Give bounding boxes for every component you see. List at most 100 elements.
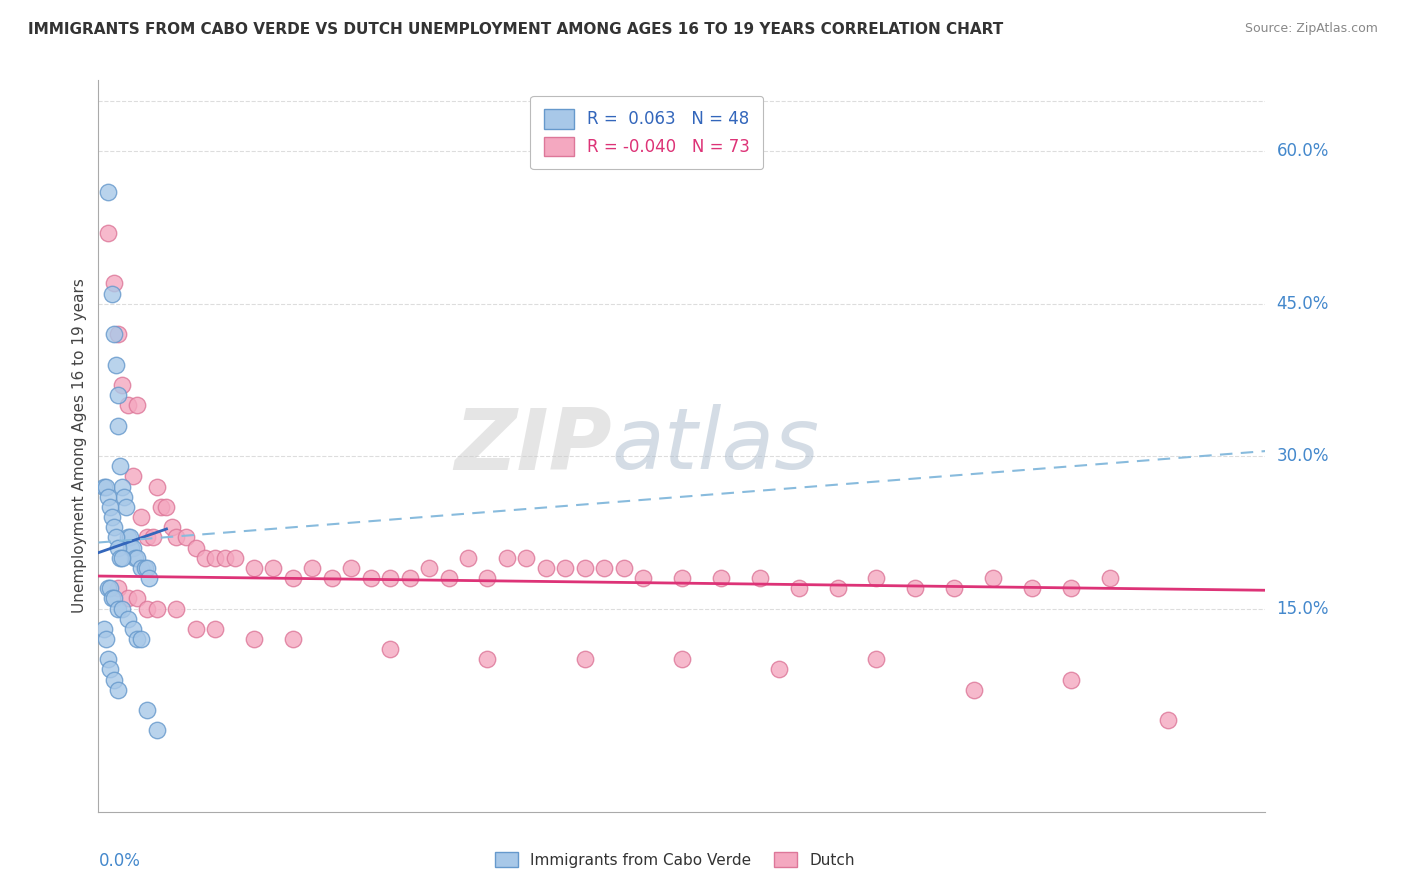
Point <box>204 622 226 636</box>
Point <box>827 581 849 595</box>
Point <box>301 561 323 575</box>
Point <box>554 561 576 575</box>
Point <box>162 520 184 534</box>
Point <box>631 571 654 585</box>
Point <box>865 652 887 666</box>
Point <box>121 541 143 555</box>
Point <box>321 571 343 585</box>
Point <box>112 490 135 504</box>
Point <box>104 358 127 372</box>
Point <box>194 550 217 565</box>
Point <box>111 480 134 494</box>
Point <box>477 571 499 585</box>
Point <box>340 561 363 575</box>
Point <box>136 530 159 544</box>
Point <box>243 632 266 646</box>
Point <box>962 682 984 697</box>
Point <box>378 571 402 585</box>
Point <box>748 571 770 585</box>
Point <box>107 388 129 402</box>
Point <box>98 500 121 514</box>
Point <box>671 652 693 666</box>
Point <box>418 561 440 575</box>
Point <box>108 459 131 474</box>
Point <box>129 632 152 646</box>
Point <box>574 561 596 575</box>
Point <box>184 541 207 555</box>
Point <box>117 398 139 412</box>
Point <box>93 480 115 494</box>
Point <box>107 327 129 342</box>
Point <box>127 591 149 606</box>
Legend: Immigrants from Cabo Verde, Dutch: Immigrants from Cabo Verde, Dutch <box>488 844 862 875</box>
Point <box>136 561 159 575</box>
Point <box>515 550 537 565</box>
Point <box>97 490 120 504</box>
Point <box>107 682 129 697</box>
Point <box>165 601 187 615</box>
Text: IMMIGRANTS FROM CABO VERDE VS DUTCH UNEMPLOYMENT AMONG AGES 16 TO 19 YEARS CORRE: IMMIGRANTS FROM CABO VERDE VS DUTCH UNEM… <box>28 22 1004 37</box>
Point <box>787 581 810 595</box>
Text: 15.0%: 15.0% <box>1277 599 1329 617</box>
Point <box>93 622 115 636</box>
Text: 45.0%: 45.0% <box>1277 294 1329 313</box>
Point <box>96 480 118 494</box>
Point <box>243 561 266 575</box>
Point <box>165 530 187 544</box>
Point <box>127 632 149 646</box>
Point <box>360 571 382 585</box>
Point <box>98 581 121 595</box>
Point <box>111 378 134 392</box>
Text: Source: ZipAtlas.com: Source: ZipAtlas.com <box>1244 22 1378 36</box>
Point <box>981 571 1004 585</box>
Text: 0.0%: 0.0% <box>98 852 141 870</box>
Point <box>534 561 557 575</box>
Point <box>1060 581 1083 595</box>
Point <box>146 601 169 615</box>
Point <box>593 561 616 575</box>
Point <box>111 601 134 615</box>
Point <box>214 550 236 565</box>
Point <box>117 530 139 544</box>
Point <box>865 571 887 585</box>
Point <box>1098 571 1121 585</box>
Point <box>146 480 169 494</box>
Point <box>138 571 160 585</box>
Point <box>97 652 120 666</box>
Point <box>103 327 125 342</box>
Point <box>101 591 124 606</box>
Legend: R =  0.063   N = 48, R = -0.040   N = 73: R = 0.063 N = 48, R = -0.040 N = 73 <box>530 96 763 169</box>
Point <box>184 622 207 636</box>
Point <box>117 612 139 626</box>
Point <box>574 652 596 666</box>
Point <box>122 622 145 636</box>
Point <box>104 530 127 544</box>
Point <box>103 673 125 687</box>
Point <box>118 530 141 544</box>
Point <box>204 550 226 565</box>
Point <box>111 550 134 565</box>
Point <box>107 541 129 555</box>
Point <box>174 530 197 544</box>
Point <box>122 469 145 483</box>
Point <box>134 561 156 575</box>
Text: 60.0%: 60.0% <box>1277 143 1329 161</box>
Point <box>437 571 460 585</box>
Point <box>146 723 169 738</box>
Point <box>155 500 177 514</box>
Point <box>129 561 152 575</box>
Point <box>124 550 146 565</box>
Point <box>98 663 121 677</box>
Point <box>224 550 246 565</box>
Point <box>710 571 733 585</box>
Point <box>101 510 124 524</box>
Point <box>129 510 152 524</box>
Text: ZIP: ZIP <box>454 404 612 488</box>
Point <box>1021 581 1043 595</box>
Point <box>136 601 159 615</box>
Point <box>281 571 304 585</box>
Point <box>1060 673 1083 687</box>
Point <box>107 418 129 433</box>
Point <box>107 601 129 615</box>
Point <box>612 561 634 575</box>
